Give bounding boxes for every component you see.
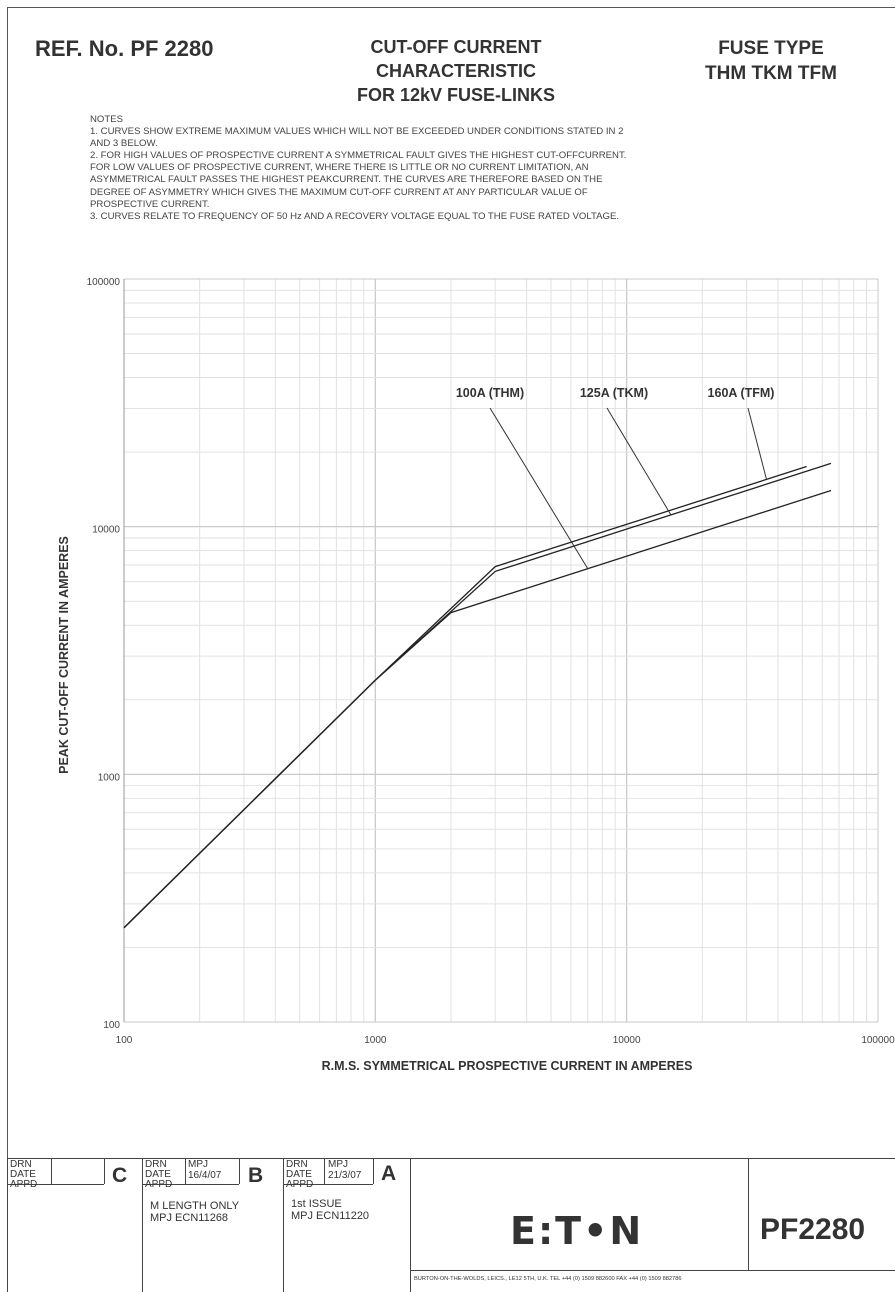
notes-line: 3. CURVES RELATE TO FREQUENCY OF 50 Hz A… [90, 210, 620, 222]
title-block-divider [283, 1158, 284, 1292]
notes-line: ASYMMETRICAL FAULT PASSES THE HIGHEST PE… [90, 174, 603, 186]
chart-grid [123, 278, 879, 1023]
curve-125a-tkm [123, 462, 832, 929]
y-tick-label: 10000 [92, 525, 120, 536]
title-block-divider [7, 1184, 104, 1185]
y-axis-label: PEAK CUT-OFF CURRENT IN AMPERES [57, 536, 71, 774]
rev-a-drn: MPJ [328, 1159, 348, 1170]
rev-a-description-line-2: MPJ ECN11220 [291, 1210, 370, 1222]
notes-line: PROSPECTIVE CURRENT. [90, 198, 210, 210]
title-line-2: CHARACTERISTIC [376, 61, 536, 81]
rev-b-drn: MPJ [188, 1159, 208, 1170]
notes-line: FOR LOW VALUES OF PROSPECTIVE CURRENT, W… [90, 162, 589, 174]
title-block-divider [185, 1158, 186, 1184]
rev-c-date-label: DATE [10, 1169, 36, 1180]
rev-b-date: 16/4/07 [188, 1170, 222, 1181]
rev-a-date: 21/3/07 [328, 1170, 362, 1181]
y-tick-label: 100000 [87, 277, 121, 288]
leader-line [606, 407, 672, 516]
rev-a-drn-label: DRN [286, 1159, 308, 1170]
title-block-divider [748, 1158, 749, 1270]
rev-b-appd-label: APPD [145, 1179, 173, 1190]
rev-c-drn-label: DRN [10, 1159, 32, 1170]
rev-b-description-line-1: M LENGTH ONLY [150, 1200, 240, 1212]
fuse-type-line-1: FUSE TYPE [718, 38, 824, 59]
title-block-top-line [7, 1158, 895, 1159]
rev-b-date-label: DATE [145, 1169, 171, 1180]
chart-title: CUT-OFF CURRENT CHARACTERISTIC FOR 12kV … [296, 35, 616, 107]
curve-label: 100A (THM) [456, 386, 524, 400]
rev-c-appd-label: APPD [10, 1179, 38, 1190]
drawing-number: PF2280 [760, 1213, 866, 1246]
notes: NOTES 1. CURVES SHOW EXTREME MAXIMUM VAL… [90, 114, 830, 223]
rev-b-letter: B [248, 1164, 264, 1187]
notes-line: 1. CURVES SHOW EXTREME MAXIMUM VALUES WH… [90, 126, 624, 138]
title-block-divider [142, 1184, 239, 1185]
chart-curves [123, 462, 832, 929]
title-block-divider [239, 1158, 240, 1184]
y-tick-label: 100 [103, 1020, 120, 1031]
title-line-3: FOR 12kV FUSE-LINKS [356, 85, 556, 105]
title-block-divider [410, 1158, 411, 1292]
title-block-divider [283, 1184, 373, 1185]
curve-label: 125A (TKM) [580, 386, 648, 400]
rev-a-letter: A [381, 1162, 397, 1185]
leader-line [747, 407, 767, 480]
title-block-divider [373, 1158, 374, 1184]
curve-160a-tfm [123, 465, 807, 929]
curve-label: 160A (TFM) [708, 386, 775, 400]
fuse-type-line-2: THM TKM TFM [705, 63, 837, 84]
title-block-divider [324, 1158, 325, 1184]
y-tick-label: 1000 [98, 772, 121, 783]
drawing-sheet [7, 7, 895, 1292]
title-block-divider [51, 1158, 52, 1184]
title-line-1: CUT-OFF CURRENT [370, 37, 542, 57]
notes-line: NOTES [90, 114, 124, 125]
x-tick-label: 100000 [861, 1035, 895, 1046]
rev-c-letter: C [112, 1164, 128, 1187]
x-axis-label: R.M.S. SYMMETRICAL PROSPECTIVE CURRENT I… [322, 1059, 693, 1073]
title-block-divider [410, 1270, 895, 1271]
eaton-logo: E:T•N [510, 1209, 644, 1253]
rev-a-date-label: DATE [286, 1169, 312, 1180]
company-address: BURTON-ON-THE-WOLDS, LEICS., LE12 5TH, U… [414, 1276, 682, 1282]
leader-line [489, 407, 589, 569]
title-block-divider [104, 1158, 105, 1184]
rev-b-drn-label: DRN [145, 1159, 167, 1170]
x-tick-label: 10000 [613, 1035, 641, 1046]
curve-labels: 100A (THM) 125A (TKM) 160A (TFM) [456, 386, 775, 569]
x-tick-label: 1000 [364, 1035, 387, 1046]
curve-100a-thm [123, 489, 832, 929]
notes-line: 2. FOR HIGH VALUES OF PROSPECTIVE CURREN… [90, 150, 627, 162]
rev-b-description-line-2: MPJ ECN11268 [150, 1212, 229, 1224]
notes-line: AND 3 BELOW. [90, 138, 158, 150]
title-block-left-line [7, 1158, 8, 1292]
rev-a-description-line-1: 1st ISSUE [291, 1198, 342, 1210]
title-block-divider [142, 1158, 143, 1292]
notes-line: DEGREE OF ASYMMETRY WHICH GIVES THE MAXI… [90, 186, 588, 198]
x-tick-label: 100 [116, 1035, 133, 1046]
reference-number: REF. No. PF 2280 [35, 36, 214, 61]
fuse-type: FUSE TYPE THM TKM TFM [686, 36, 856, 86]
rev-a-appd-label: APPD [286, 1179, 314, 1190]
chart-ticks: 100 1000 10000 100000 100 1000 10000 100000 [87, 277, 895, 1046]
